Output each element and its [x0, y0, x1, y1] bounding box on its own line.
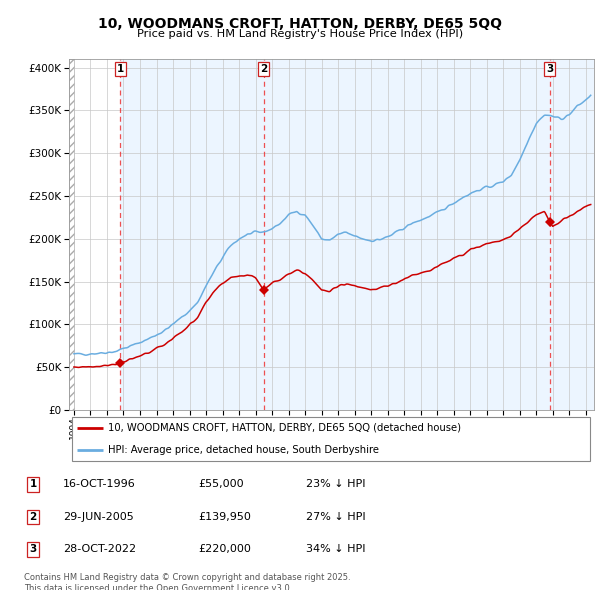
FancyBboxPatch shape [71, 417, 590, 461]
Bar [120, 59, 263, 410]
Text: 28-OCT-2022: 28-OCT-2022 [63, 545, 136, 554]
Text: £220,000: £220,000 [198, 545, 251, 554]
Text: 23% ↓ HPI: 23% ↓ HPI [306, 480, 365, 489]
Text: £55,000: £55,000 [198, 480, 244, 489]
Text: 3: 3 [546, 64, 554, 74]
Text: 2: 2 [29, 512, 37, 522]
Text: 27% ↓ HPI: 27% ↓ HPI [306, 512, 365, 522]
Text: 3: 3 [29, 545, 37, 554]
Text: HPI: Average price, detached house, South Derbyshire: HPI: Average price, detached house, Sout… [109, 445, 379, 455]
Text: Contains HM Land Registry data © Crown copyright and database right 2025.
This d: Contains HM Land Registry data © Crown c… [24, 573, 350, 590]
Bar [263, 59, 550, 410]
Text: 16-OCT-1996: 16-OCT-1996 [63, 480, 136, 489]
Text: £139,950: £139,950 [198, 512, 251, 522]
Text: 10, WOODMANS CROFT, HATTON, DERBY, DE65 5QQ: 10, WOODMANS CROFT, HATTON, DERBY, DE65 … [98, 17, 502, 31]
Bar [550, 59, 594, 410]
Text: 1: 1 [116, 64, 124, 74]
Text: 2: 2 [260, 64, 267, 74]
Text: 10, WOODMANS CROFT, HATTON, DERBY, DE65 5QQ (detached house): 10, WOODMANS CROFT, HATTON, DERBY, DE65 … [109, 423, 461, 433]
Text: 29-JUN-2005: 29-JUN-2005 [63, 512, 134, 522]
Text: 1: 1 [29, 480, 37, 489]
Text: Price paid vs. HM Land Registry's House Price Index (HPI): Price paid vs. HM Land Registry's House … [137, 29, 463, 39]
Text: 34% ↓ HPI: 34% ↓ HPI [306, 545, 365, 554]
